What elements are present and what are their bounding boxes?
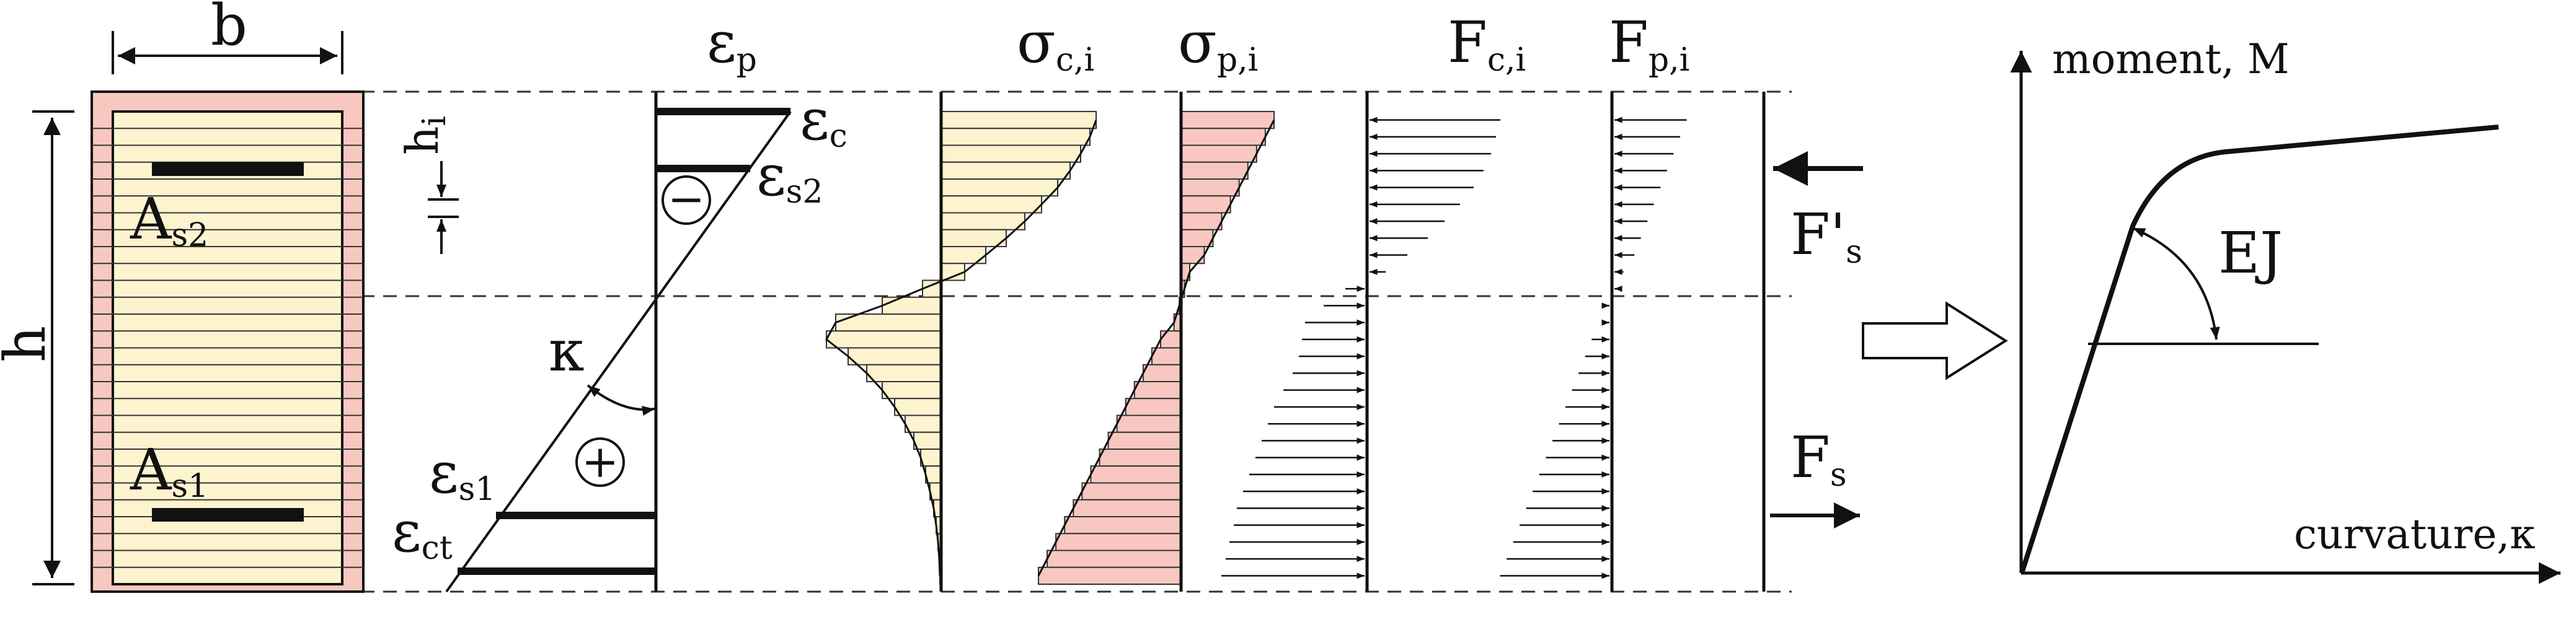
width-label: b: [211, 0, 247, 58]
concrete-stress-block: [866, 364, 942, 382]
height-dimension: [32, 110, 74, 585]
top-steel-label: As2: [130, 186, 208, 254]
compression-zone-symbol: [662, 175, 711, 225]
cover-stress-block: [1107, 431, 1182, 450]
concrete-stress-block: [941, 144, 1081, 163]
cover-stress-block: [1142, 364, 1182, 382]
concrete-stress-block: [941, 111, 1097, 129]
steel-force-bottom-label: Fs: [1790, 424, 1847, 494]
cover-stress-block: [1133, 381, 1182, 400]
cover-stress-block: [1180, 144, 1257, 163]
concrete-stress-block: [941, 128, 1091, 146]
cover-stress-block: [1099, 449, 1182, 467]
transition-arrow: [1862, 301, 2008, 380]
concrete-stress-diagram: [825, 111, 1097, 585]
tension-zone-symbol: [575, 437, 625, 487]
cover-stress-block: [1180, 178, 1240, 197]
width-dimension: [112, 31, 343, 74]
strain-bottom-label: εct: [392, 499, 453, 567]
cover-stress-block: [1073, 499, 1182, 517]
moment-curvature-curve: [2020, 125, 2499, 572]
curvature-angle-arc: [586, 384, 655, 416]
concrete-stress-block: [894, 398, 942, 416]
top-steel-bar: [152, 162, 304, 176]
cover-stress-block: [1180, 195, 1231, 214]
cover-force-arrows: [1500, 116, 1687, 579]
strain-line: [445, 110, 792, 593]
cover-stress-block: [1180, 111, 1275, 129]
stiffness-angle-arc: [2132, 227, 2220, 340]
concrete-stress-block: [882, 381, 942, 400]
concrete-stress-block: [941, 161, 1071, 180]
steel-force-top-label: F's: [1790, 201, 1862, 271]
bottom-steel-bar: [152, 508, 304, 522]
concrete-stress-block: [941, 212, 1025, 230]
cover-stress-block: [1090, 465, 1182, 484]
strain-s2-label: εs2: [756, 142, 823, 211]
cover-stress-block: [1180, 229, 1214, 247]
moment-curvature-plot: EJ moment, M curvature,κ: [2010, 35, 2561, 584]
concrete-stress-label: σc,i: [1017, 9, 1094, 79]
cover-stress-block: [1125, 398, 1182, 416]
fiber-layers: [92, 128, 363, 568]
cover-stress-block: [1180, 212, 1223, 230]
concrete-stress-curve: [825, 120, 1097, 576]
cross-section: As2 As1: [91, 90, 365, 593]
layer-thickness-label: hi: [396, 116, 453, 155]
concrete-stress-block: [941, 195, 1042, 214]
stiffness-label: EJ: [2218, 220, 2283, 286]
concrete-force-label: Fc,i: [1448, 9, 1526, 79]
cover-force-label: Fp,i: [1609, 9, 1689, 79]
strain-top-label: εc: [800, 87, 848, 155]
concrete-stress-block: [941, 229, 1007, 247]
cover-stress-block: [1160, 330, 1182, 349]
cover-stress-block: [1055, 533, 1182, 551]
concrete-stress-block: [826, 330, 942, 349]
concrete-stress-block: [848, 347, 942, 366]
concrete-stress-block: [882, 296, 942, 315]
cover-stress-block: [1081, 482, 1182, 501]
cover-stress-block: [1116, 414, 1182, 433]
compression-sign: −: [668, 173, 705, 225]
cover-stress-label: σp,i: [1178, 9, 1258, 79]
concrete-force-arrows: [1221, 116, 1500, 579]
concrete-stress-block: [941, 178, 1058, 197]
cover-stress-block: [1064, 516, 1182, 535]
y-axis-label: moment, M: [2052, 35, 2290, 83]
strain-profile-label: εp: [707, 9, 757, 79]
cover-stress-block: [1180, 128, 1266, 146]
cover-stress-block: [1180, 246, 1205, 265]
height-label: h: [0, 326, 58, 362]
strain-profile: [445, 92, 792, 593]
cover-stress-block: [1151, 347, 1182, 366]
concrete-stress-block: [941, 263, 965, 281]
layer-thickness-dimension: [428, 161, 459, 254]
x-axis-label: curvature,κ: [2294, 510, 2536, 558]
tension-sign: +: [582, 436, 619, 488]
concrete-stress-block: [920, 449, 942, 467]
concrete-stress-block: [913, 431, 942, 450]
strain-s1-label: εs1: [429, 440, 495, 508]
cover-stress-diagram: [1037, 111, 1275, 585]
cover-stress-block: [1038, 566, 1182, 585]
cover-stress-block: [1047, 550, 1182, 568]
bottom-steel-label: As1: [130, 437, 208, 505]
cover-stress-curve: [1037, 119, 1275, 577]
concrete-stress-block: [905, 414, 942, 433]
curvature-symbol: κ: [549, 318, 585, 384]
cover-stress-block: [1180, 161, 1249, 180]
